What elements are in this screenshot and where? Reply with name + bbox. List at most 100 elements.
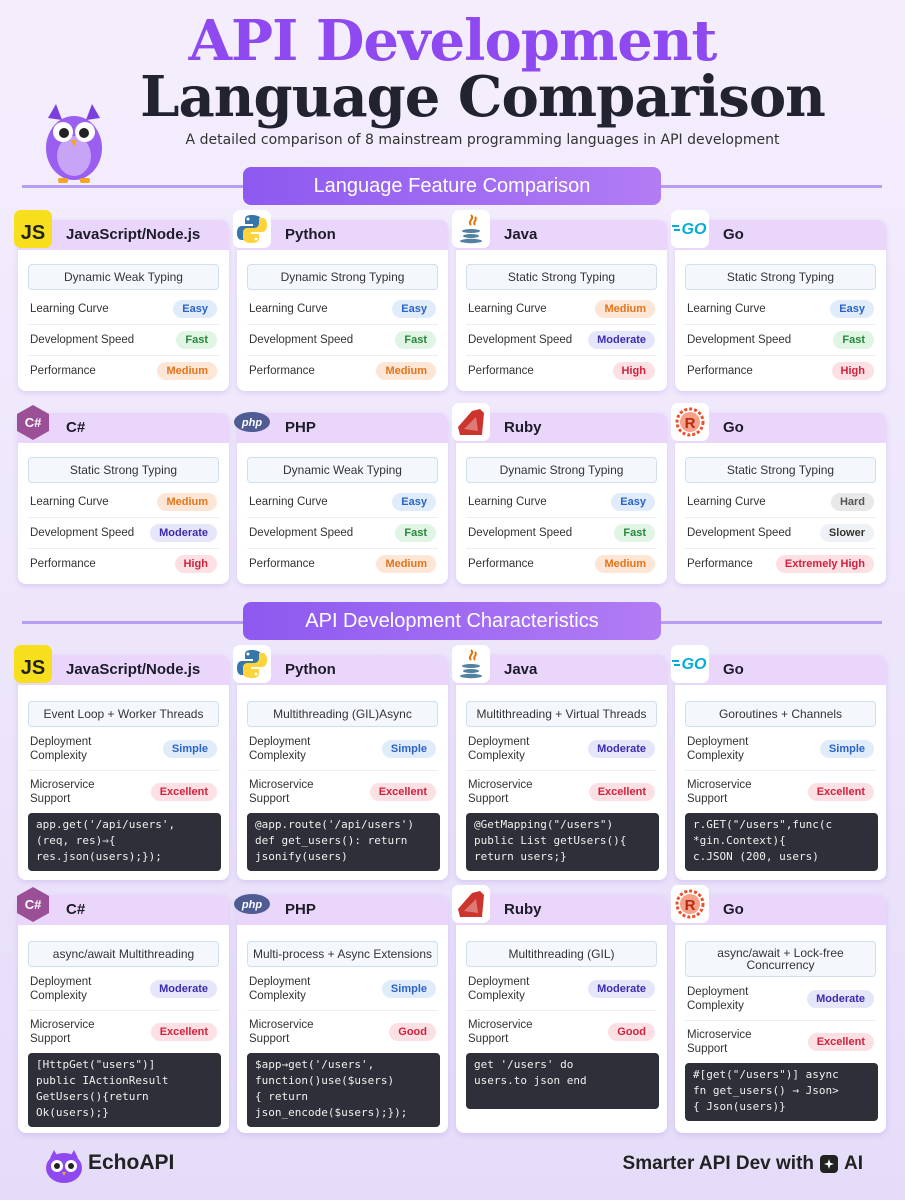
svg-text:php: php	[241, 899, 262, 911]
row-label: Microservice Support	[687, 1029, 752, 1055]
footer-brand: EchoAPI	[88, 1151, 175, 1174]
row-label: Development Speed	[687, 527, 792, 539]
deployment-row: Deployment Complexity Moderate	[28, 971, 219, 1011]
microservice-row: Microservice Support Good	[247, 1014, 438, 1054]
language-name: Java	[504, 661, 538, 678]
typing-label: Dynamic Weak Typing	[247, 457, 438, 483]
concurrency-label: Multi-process + Async Extensions	[247, 941, 438, 967]
concurrency-label: Multithreading (GIL)	[466, 941, 657, 967]
code-snippet: $app→get('/users', function()use($users)…	[247, 1053, 440, 1127]
development-speed-badge: Fast	[395, 524, 436, 542]
row-label: Performance	[30, 365, 96, 377]
deployment-row: Deployment Complexity Moderate	[685, 981, 876, 1021]
typing-label: Static Strong Typing	[28, 457, 219, 483]
language-name: PHP	[285, 901, 316, 918]
learning-curve-row: Learning Curve Easy	[466, 488, 657, 518]
learning-curve-badge: Medium	[157, 493, 217, 511]
api-card: JS JavaScript/Node.js Event Loop + Worke…	[14, 645, 229, 880]
microservice-badge: Excellent	[150, 1023, 217, 1041]
row-label: Deployment Complexity	[249, 736, 311, 762]
deployment-badge: Moderate	[807, 990, 874, 1008]
performance-badge: High	[612, 362, 655, 380]
language-name: Java	[504, 226, 538, 243]
row-label: Learning Curve	[687, 303, 766, 315]
svg-text:JS: JS	[21, 222, 45, 244]
deployment-badge: Simple	[381, 980, 436, 998]
card-header	[237, 220, 448, 250]
code-snippet: @app.route('/api/users') def get_users()…	[247, 813, 440, 871]
code-snippet: #[get("/users")] async fn get_users() → …	[685, 1063, 878, 1121]
row-label: Performance	[468, 558, 534, 570]
svg-text:GO: GO	[682, 656, 707, 673]
header: API Development Language Comparison A de…	[0, 0, 905, 183]
development-speed-row: Development Speed Moderate	[28, 519, 219, 549]
row-label: Deployment Complexity	[468, 976, 530, 1002]
language-name: Ruby	[504, 419, 542, 436]
svg-text:GO: GO	[682, 221, 707, 238]
feature-card: JS JavaScript/Node.js Dynamic Weak Typin…	[14, 210, 229, 391]
footer-ai-text: AI	[844, 1153, 863, 1174]
row-label: Development Speed	[687, 334, 792, 346]
development-speed-row: Development Speed Fast	[247, 519, 438, 549]
microservice-badge: Excellent	[150, 783, 217, 801]
learning-curve-badge: Easy	[173, 300, 217, 318]
card-header	[675, 895, 886, 925]
row-label: Development Speed	[249, 334, 354, 346]
performance-row: Performance Medium	[28, 357, 219, 387]
deployment-badge: Simple	[162, 740, 217, 758]
development-speed-row: Development Speed Fast	[247, 326, 438, 356]
performance-row: Performance High	[466, 357, 657, 387]
feature-card: R Go Static Strong Typing Learning Curve…	[671, 403, 886, 584]
performance-row: Performance High	[28, 550, 219, 580]
feature-card: php PHP Dynamic Weak Typing Learning Cur…	[234, 412, 448, 584]
card-header	[18, 655, 229, 685]
microservice-row: Microservice Support Excellent	[28, 774, 219, 814]
microservice-row: Microservice Support Excellent	[685, 1024, 876, 1064]
language-name: Go	[723, 226, 744, 243]
typing-label: Dynamic Strong Typing	[247, 264, 438, 290]
row-label: Learning Curve	[249, 496, 328, 508]
card-header	[456, 220, 667, 250]
deployment-row: Deployment Complexity Simple	[247, 731, 438, 771]
row-label: Performance	[30, 558, 96, 570]
learning-curve-badge: Easy	[392, 493, 436, 511]
footer-tagline: Smarter API Dev with AI	[623, 1153, 863, 1175]
development-speed-row: Development Speed Fast	[466, 519, 657, 549]
card-header	[456, 655, 667, 685]
card-header	[675, 655, 886, 685]
performance-badge: Medium	[376, 555, 436, 573]
row-label: Development Speed	[30, 334, 135, 346]
deployment-badge: Moderate	[588, 980, 655, 998]
svg-text:JS: JS	[21, 657, 45, 679]
code-snippet: app.get('/api/users', (req, res)⇒{ res.j…	[28, 813, 221, 871]
concurrency-label: Multithreading (GIL)Async	[247, 701, 438, 727]
learning-curve-badge: Easy	[830, 300, 874, 318]
learning-curve-row: Learning Curve Medium	[28, 488, 219, 518]
row-label: Learning Curve	[687, 496, 766, 508]
row-label: Microservice Support	[468, 1019, 533, 1045]
language-name: Go	[723, 901, 744, 918]
svg-text:C#: C#	[25, 415, 42, 430]
row-label: Deployment Complexity	[249, 976, 311, 1002]
language-name: Ruby	[504, 901, 542, 918]
row-label: Development Speed	[249, 527, 354, 539]
card-header	[18, 413, 229, 443]
typing-label: Static Strong Typing	[685, 264, 876, 290]
learning-curve-badge: Easy	[611, 493, 655, 511]
performance-row: Performance Medium	[247, 357, 438, 387]
page-title-line2: Language Comparison	[140, 64, 826, 130]
card-header	[675, 413, 886, 443]
learning-curve-row: Learning Curve Easy	[247, 488, 438, 518]
learning-curve-row: Learning Curve Easy	[685, 295, 876, 325]
development-speed-badge: Fast	[176, 331, 217, 349]
development-speed-row: Development Speed Moderate	[466, 326, 657, 356]
api-card: GO Go Goroutines + Channels Deployment C…	[671, 645, 886, 880]
microservice-row: Microservice Support Excellent	[685, 774, 876, 814]
row-label: Learning Curve	[468, 303, 547, 315]
learning-curve-badge: Medium	[595, 300, 655, 318]
development-speed-badge: Fast	[614, 524, 655, 542]
api-card: C# C# async/await Multithreading Deploym…	[17, 887, 229, 1133]
row-label: Development Speed	[468, 334, 573, 346]
card-header	[456, 895, 667, 925]
section-title-api: API Development Characteristics	[243, 602, 661, 640]
